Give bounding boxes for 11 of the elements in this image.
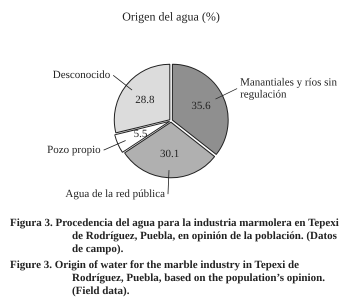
slice-label: Pozo propio bbox=[47, 144, 102, 156]
chart-title: Origen del agua (%) bbox=[122, 9, 220, 24]
slice-label: Desconocido bbox=[52, 69, 111, 82]
slice-label: Agua de la red pública bbox=[65, 188, 166, 200]
data-label: 5.5 bbox=[134, 128, 148, 140]
data-label: 35.6 bbox=[191, 100, 212, 112]
text: Figura 3. Procedencia del agua para la industria marmolera en Tepexi de Rodríguez, Puebla, en opinión de la población. (Datos de campo). bbox=[10, 217, 340, 256]
slice-label: Manantiales y ríos sin regulación bbox=[240, 76, 338, 100]
caption: Figure 3. Origin of water for the marble industry in Tepexi de Rodríguez, Puebla, based on the population’s opinion. (Field data). bbox=[10, 259, 326, 298]
data-label: 28.8 bbox=[135, 94, 155, 106]
data-label: 30.1 bbox=[160, 148, 180, 160]
